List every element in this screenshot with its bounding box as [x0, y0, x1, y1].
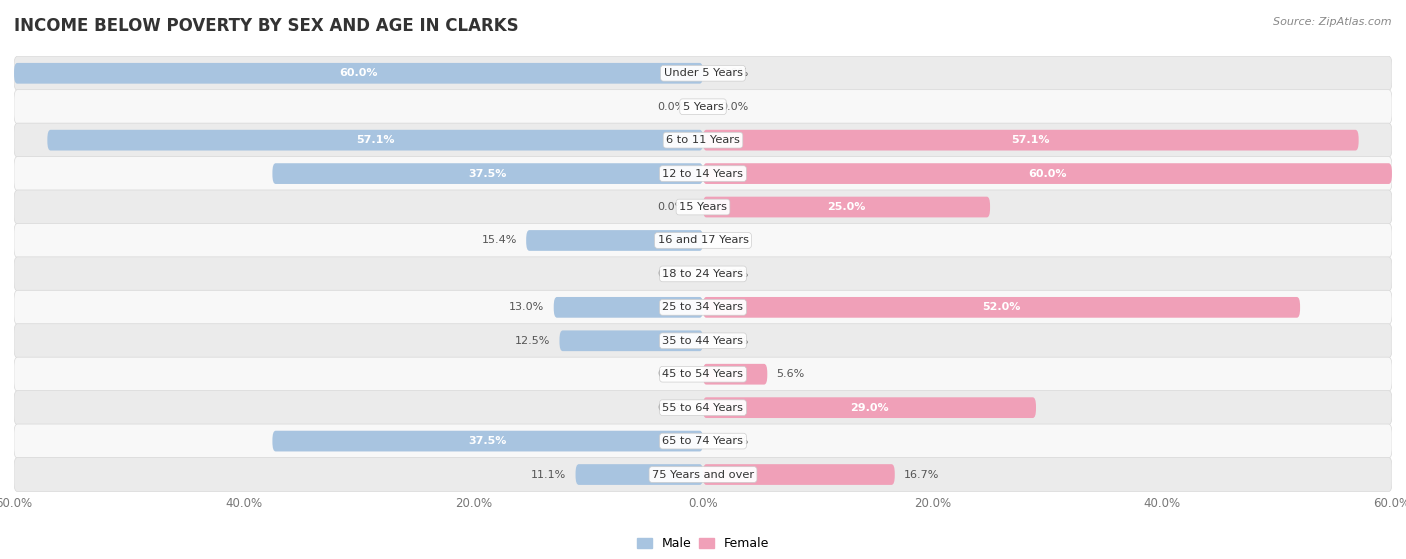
Text: 0.0%: 0.0% — [720, 436, 748, 446]
Text: 16 and 17 Years: 16 and 17 Years — [658, 235, 748, 245]
Text: 55 to 64 Years: 55 to 64 Years — [662, 402, 744, 413]
FancyBboxPatch shape — [273, 431, 703, 452]
Text: 57.1%: 57.1% — [356, 135, 395, 145]
FancyBboxPatch shape — [14, 190, 1392, 224]
Text: 5.6%: 5.6% — [776, 369, 804, 379]
Text: 0.0%: 0.0% — [658, 269, 686, 279]
FancyBboxPatch shape — [14, 56, 1392, 91]
Text: 0.0%: 0.0% — [658, 369, 686, 379]
FancyBboxPatch shape — [14, 357, 1392, 391]
FancyBboxPatch shape — [560, 330, 703, 351]
Text: 25 to 34 Years: 25 to 34 Years — [662, 302, 744, 312]
FancyBboxPatch shape — [14, 391, 1392, 425]
Text: 0.0%: 0.0% — [658, 102, 686, 112]
Text: 29.0%: 29.0% — [851, 402, 889, 413]
Text: 0.0%: 0.0% — [720, 68, 748, 78]
FancyBboxPatch shape — [14, 457, 1392, 491]
Legend: Male, Female: Male, Female — [631, 532, 775, 556]
Text: 12.5%: 12.5% — [515, 336, 550, 346]
FancyBboxPatch shape — [14, 63, 703, 84]
FancyBboxPatch shape — [273, 163, 703, 184]
FancyBboxPatch shape — [703, 464, 894, 485]
FancyBboxPatch shape — [48, 130, 703, 150]
FancyBboxPatch shape — [703, 297, 1301, 318]
Text: 35 to 44 Years: 35 to 44 Years — [662, 336, 744, 346]
Text: 13.0%: 13.0% — [509, 302, 544, 312]
FancyBboxPatch shape — [575, 464, 703, 485]
FancyBboxPatch shape — [703, 364, 768, 385]
Text: 18 to 24 Years: 18 to 24 Years — [662, 269, 744, 279]
Text: 0.0%: 0.0% — [658, 402, 686, 413]
FancyBboxPatch shape — [14, 290, 1392, 324]
Text: 5 Years: 5 Years — [683, 102, 723, 112]
Text: 60.0%: 60.0% — [339, 68, 378, 78]
Text: 37.5%: 37.5% — [468, 169, 508, 178]
Text: 12 to 14 Years: 12 to 14 Years — [662, 169, 744, 178]
Text: 0.0%: 0.0% — [720, 235, 748, 245]
FancyBboxPatch shape — [14, 224, 1392, 258]
FancyBboxPatch shape — [14, 157, 1392, 191]
FancyBboxPatch shape — [703, 163, 1392, 184]
Text: 16.7%: 16.7% — [904, 470, 939, 480]
Text: 11.1%: 11.1% — [531, 470, 567, 480]
FancyBboxPatch shape — [554, 297, 703, 318]
Text: 6 to 11 Years: 6 to 11 Years — [666, 135, 740, 145]
Text: 52.0%: 52.0% — [983, 302, 1021, 312]
Text: 65 to 74 Years: 65 to 74 Years — [662, 436, 744, 446]
FancyBboxPatch shape — [14, 424, 1392, 458]
Text: 37.5%: 37.5% — [468, 436, 508, 446]
Text: Under 5 Years: Under 5 Years — [664, 68, 742, 78]
Text: 0.0%: 0.0% — [720, 336, 748, 346]
Text: 15.4%: 15.4% — [482, 235, 517, 245]
FancyBboxPatch shape — [703, 197, 990, 217]
FancyBboxPatch shape — [14, 324, 1392, 358]
Text: 75 Years and over: 75 Years and over — [652, 470, 754, 480]
Text: 0.0%: 0.0% — [720, 269, 748, 279]
FancyBboxPatch shape — [703, 397, 1036, 418]
Text: 0.0%: 0.0% — [720, 102, 748, 112]
Text: 0.0%: 0.0% — [658, 202, 686, 212]
Text: 15 Years: 15 Years — [679, 202, 727, 212]
Text: 45 to 54 Years: 45 to 54 Years — [662, 369, 744, 379]
FancyBboxPatch shape — [526, 230, 703, 251]
FancyBboxPatch shape — [14, 257, 1392, 291]
FancyBboxPatch shape — [703, 130, 1358, 150]
FancyBboxPatch shape — [14, 123, 1392, 157]
Text: 25.0%: 25.0% — [827, 202, 866, 212]
Text: 60.0%: 60.0% — [1028, 169, 1067, 178]
Text: INCOME BELOW POVERTY BY SEX AND AGE IN CLARKS: INCOME BELOW POVERTY BY SEX AND AGE IN C… — [14, 17, 519, 35]
Text: 57.1%: 57.1% — [1011, 135, 1050, 145]
Text: Source: ZipAtlas.com: Source: ZipAtlas.com — [1274, 17, 1392, 27]
FancyBboxPatch shape — [14, 89, 1392, 124]
